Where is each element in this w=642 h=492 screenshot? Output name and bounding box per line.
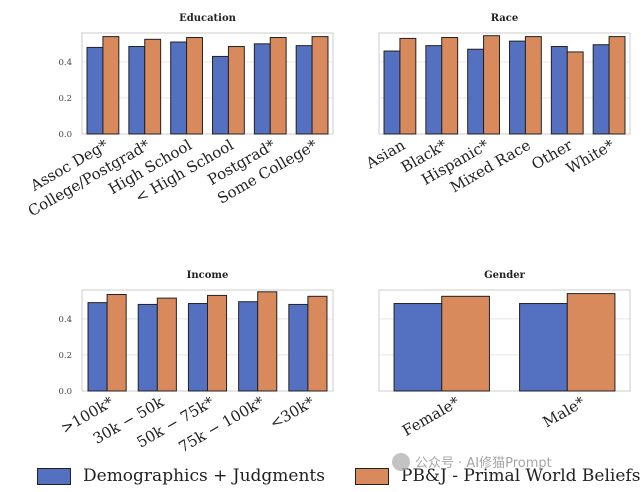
y-tick-label: 0.0 — [58, 130, 72, 140]
legend-swatch-pbj — [355, 467, 389, 485]
chart-title: Income — [187, 270, 229, 281]
bar-high-school-demographics — [170, 41, 188, 135]
chart-title: Gender — [484, 270, 526, 281]
bar-black-pbj — [441, 37, 459, 135]
legend-label-demographics: Demographics + Judgments — [83, 466, 325, 486]
bar-some-college-demographics — [295, 45, 313, 135]
bar-75k-100k-demographics — [238, 301, 259, 392]
bar-asian-pbj — [399, 37, 417, 135]
bar-30k-50k-pbj — [156, 297, 177, 392]
y-tick-label: 0.4 — [58, 315, 72, 325]
y-tick-label: 0.0 — [58, 387, 72, 397]
bar-high-school-demographics — [212, 55, 229, 135]
legend: Demographics + Judgments PB&J - Primal W… — [0, 462, 642, 492]
x-tick-label: White* — [563, 136, 618, 178]
bar-75k-100k-pbj — [257, 291, 278, 392]
bar-postgrad-demographics — [253, 43, 271, 135]
bar-white-pbj — [608, 36, 626, 135]
x-tick-label: <30k* — [267, 393, 318, 433]
bar-female-pbj — [441, 295, 490, 392]
bar-college-postgrad-pbj — [144, 38, 162, 135]
bar-other-demographics — [550, 46, 568, 135]
bar-asian-demographics — [383, 50, 401, 135]
bar-assoc-deg-demographics — [86, 46, 104, 135]
legend-swatch-demographics — [37, 467, 71, 485]
x-tick-label: Male* — [540, 393, 589, 432]
bar-male-demographics — [519, 303, 568, 392]
y-tick-label: 0.2 — [58, 94, 72, 104]
bar-some-college-pbj — [311, 36, 329, 135]
plot-frame — [81, 32, 334, 135]
bar-50k-75k-demographics — [187, 303, 208, 392]
bar-50k-75k-pbj — [207, 294, 228, 392]
bar-black-demographics — [425, 45, 443, 135]
bar-postgrad-pbj — [269, 37, 287, 135]
x-tick-label: Female* — [399, 393, 463, 440]
bar-hispanic-pbj — [483, 35, 500, 135]
bar-assoc-deg-pbj — [102, 36, 120, 135]
bar-high-school-pbj — [227, 46, 245, 135]
bar-100k-pbj — [106, 294, 127, 392]
bar-female-demographics — [393, 303, 443, 392]
bar-30k-50k-demographics — [137, 303, 158, 392]
bar-mixed-race-demographics — [509, 40, 526, 135]
bar-30k-demographics — [288, 303, 309, 392]
plot-frame — [378, 289, 631, 392]
bar-other-pbj — [566, 51, 584, 135]
bar-college-postgrad-demographics — [128, 46, 146, 135]
legend-item-demographics: Demographics + Judgments — [37, 466, 325, 486]
chart-title: Education — [179, 13, 237, 24]
bar-male-pbj — [566, 293, 616, 392]
legend-label-pbj: PB&J - Primal World Beliefs — [401, 466, 641, 486]
y-tick-label: 0.2 — [58, 351, 72, 361]
plot-frame — [378, 32, 631, 135]
panel-gender: Gender Female* Male* — [378, 270, 631, 440]
bar-white-demographics — [592, 44, 610, 135]
bar-100k-demographics — [87, 302, 108, 392]
bar-high-school-pbj — [186, 37, 203, 135]
bar-mixed-race-pbj — [524, 36, 542, 135]
bar-hispanic-demographics — [467, 48, 485, 135]
legend-item-pbj: PB&J - Primal World Beliefs — [355, 466, 640, 486]
y-tick-label: 0.4 — [58, 58, 72, 68]
chart-title: Race — [491, 13, 518, 24]
bar-30k-pbj — [307, 295, 328, 392]
